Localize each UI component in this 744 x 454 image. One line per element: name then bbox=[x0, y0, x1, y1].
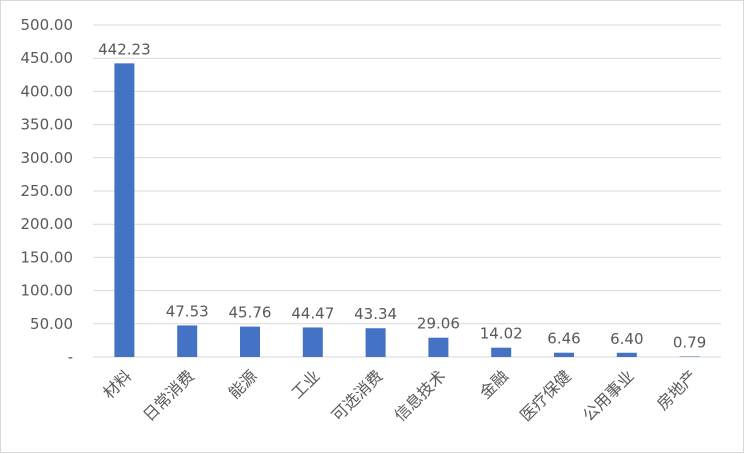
data-label: 47.53 bbox=[166, 302, 209, 320]
y-tick-label: 200.00 bbox=[21, 215, 74, 233]
bar bbox=[554, 352, 574, 357]
x-tick-label: 房地产 bbox=[653, 366, 700, 413]
x-tick-label: 工业 bbox=[288, 366, 324, 402]
x-tick-label: 金融 bbox=[476, 366, 512, 402]
bar bbox=[302, 327, 323, 357]
y-tick-label: 450.00 bbox=[21, 49, 74, 67]
data-label: 6.46 bbox=[547, 330, 580, 348]
bar bbox=[177, 325, 198, 357]
x-tick-label: 可选消费 bbox=[328, 366, 387, 425]
data-label: 29.06 bbox=[417, 315, 460, 333]
bar bbox=[365, 328, 386, 357]
y-tick-label: 300.00 bbox=[21, 149, 74, 167]
data-label: 14.02 bbox=[480, 325, 523, 343]
x-tick-label: 能源 bbox=[225, 366, 261, 402]
bar bbox=[491, 347, 512, 357]
x-tick-label: 信息技术 bbox=[391, 366, 450, 425]
x-tick-label: 医疗保健 bbox=[516, 366, 575, 425]
data-label: 43.34 bbox=[354, 305, 397, 323]
data-label: 45.76 bbox=[229, 304, 272, 322]
data-label: 442.23 bbox=[98, 40, 151, 58]
bar bbox=[679, 356, 700, 357]
x-tick-label: 材料 bbox=[99, 366, 135, 402]
y-tick-label: 400.00 bbox=[21, 82, 74, 100]
y-tick-label: 50.00 bbox=[30, 315, 73, 333]
y-tick-label: 250.00 bbox=[21, 182, 74, 200]
bar bbox=[616, 352, 637, 357]
y-tick-label: 500.00 bbox=[21, 16, 74, 34]
x-tick-label: 公用事业 bbox=[579, 366, 638, 425]
data-label: 44.47 bbox=[291, 304, 334, 322]
bar bbox=[240, 326, 260, 357]
x-tick-label: 日常消费 bbox=[139, 366, 198, 425]
y-tick-label: 350.00 bbox=[21, 116, 74, 134]
data-label: 0.79 bbox=[673, 333, 706, 351]
y-tick-label: 150.00 bbox=[21, 248, 74, 266]
y-tick-label: 100.00 bbox=[21, 282, 74, 300]
bar bbox=[428, 337, 449, 357]
y-tick-label: - bbox=[68, 348, 73, 366]
bar bbox=[114, 63, 135, 357]
data-label: 6.40 bbox=[610, 330, 643, 348]
